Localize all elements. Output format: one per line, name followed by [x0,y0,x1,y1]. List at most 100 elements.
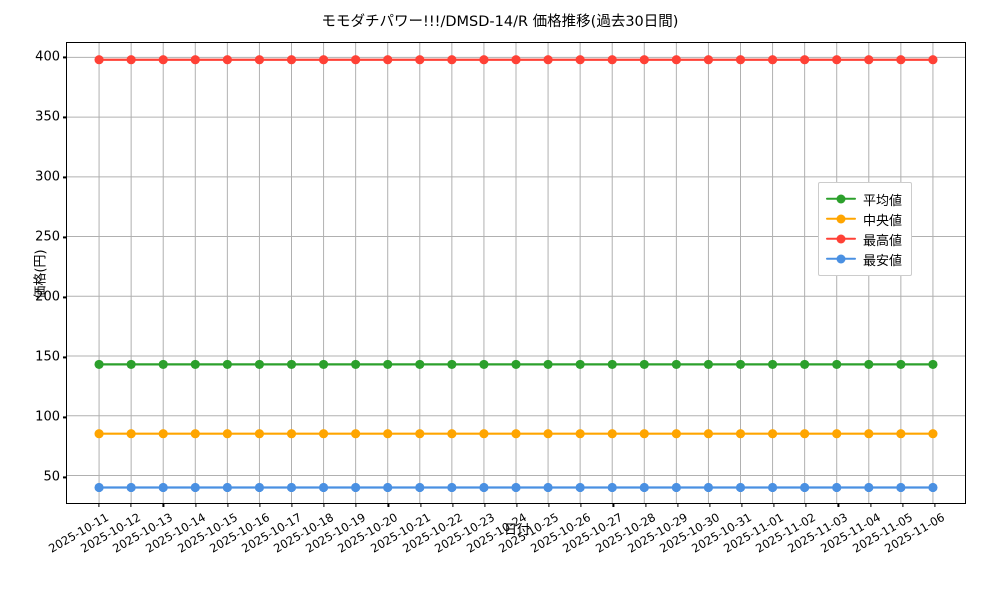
data-point-marker [222,482,232,493]
data-point-marker [703,359,714,369]
data-point-marker [607,359,617,369]
x-tick-mark [98,503,100,507]
legend-item-4[interactable]: 最安値 [826,249,902,269]
data-point-marker [254,429,265,439]
data-point-marker [511,359,521,369]
data-point-marker [479,55,489,65]
x-tick-mark [387,503,390,507]
data-point-marker [190,482,200,493]
data-point-marker [479,482,489,493]
chart-title: モモダチパワー!!!/DMSD-14/R 価格推移(過去30日間) [321,14,679,30]
series-1 [94,359,938,369]
x-tick-mark [709,503,711,507]
data-point-marker [832,482,842,493]
x-tick-mark [580,503,582,507]
x-tick-mark [869,503,872,507]
data-point-marker [735,429,746,439]
data-point-marker [415,482,425,493]
data-point-marker [703,55,714,65]
data-point-marker [639,482,649,493]
x-tick-mark [130,503,132,507]
y-tick-label: 150 [35,349,60,365]
data-point-marker [94,429,104,439]
data-point-marker [383,429,393,439]
y-tick-mark [63,356,67,358]
data-point-marker [864,482,874,493]
y-tick-mark [63,296,67,298]
x-tick-mark [902,503,904,507]
legend-item-2[interactable]: 中央値 [826,209,902,229]
data-point-marker [800,482,810,493]
data-point-marker [286,429,297,439]
data-point-marker [928,482,938,493]
data-point-marker [222,55,232,65]
y-tick-mark [63,116,67,118]
x-tick-mark [741,503,743,507]
data-point-marker [896,359,906,369]
data-point-marker [639,429,649,439]
data-point-marker [286,55,297,65]
data-point-marker [222,359,232,369]
data-point-marker [351,359,361,369]
data-point-marker [543,429,553,439]
y-tick-label: 300 [35,169,60,185]
x-tick-mark [805,503,807,507]
data-point-marker [543,359,553,369]
data-point-marker [735,359,746,369]
data-point-marker [928,429,938,439]
data-point-marker [415,359,425,369]
data-point-marker [767,482,778,493]
data-point-marker [126,482,136,493]
data-point-marker [254,55,265,65]
plot-area: 価格(円) 日付 50 100 150 200 250 300 350 400 2025-10-… [34,42,966,556]
y-tick-mark [63,236,67,238]
x-tick-mark [194,503,197,507]
data-point-marker [511,429,521,439]
data-point-marker [767,55,778,65]
data-point-marker [318,55,329,65]
legend-item-3[interactable]: 最高値 [826,229,902,249]
data-point-marker [190,359,200,369]
data-point-marker [575,482,585,493]
data-point-marker [447,55,457,65]
data-point-marker [447,429,457,439]
chart-legend[interactable]: 平均値中央値最高値最安値 [818,182,913,276]
y-tick-mark [63,56,67,58]
data-point-marker [158,359,168,369]
data-point-marker [415,429,425,439]
data-point-marker [479,429,489,439]
x-tick-mark [419,503,422,507]
x-tick-mark [291,503,293,507]
data-point-marker [318,482,329,493]
data-point-marker [671,429,681,439]
x-tick-mark [452,503,454,507]
data-point-marker [222,429,232,439]
y-tick-label: 200 [35,289,60,305]
legend-label: 中央値 [863,213,903,229]
legend-label: 最安値 [863,253,903,269]
series-2 [94,429,938,439]
data-point-marker [864,429,874,439]
y-tick-label: 50 [43,469,60,485]
data-point-marker [318,359,329,369]
y-tick-label: 400 [35,49,60,65]
x-tick-mark [612,503,615,507]
x-tick-mark [677,503,679,507]
data-point-marker [351,429,361,439]
legend-swatch-icon [826,193,856,205]
legend-swatch-icon [826,253,856,265]
data-point-marker [800,359,810,369]
data-point-marker [126,55,136,65]
data-point-marker [479,359,489,369]
legend-label: 最高値 [863,233,903,249]
data-point-marker [126,359,136,369]
series-layer [94,55,938,493]
legend-label: 平均値 [863,193,903,209]
x-tick-mark [773,503,775,507]
data-point-marker [864,55,874,65]
x-tick-mark [259,503,261,507]
data-point-marker [767,429,778,439]
data-point-marker [703,482,714,493]
legend-item-1[interactable]: 平均値 [826,189,902,209]
data-point-marker [190,429,200,439]
